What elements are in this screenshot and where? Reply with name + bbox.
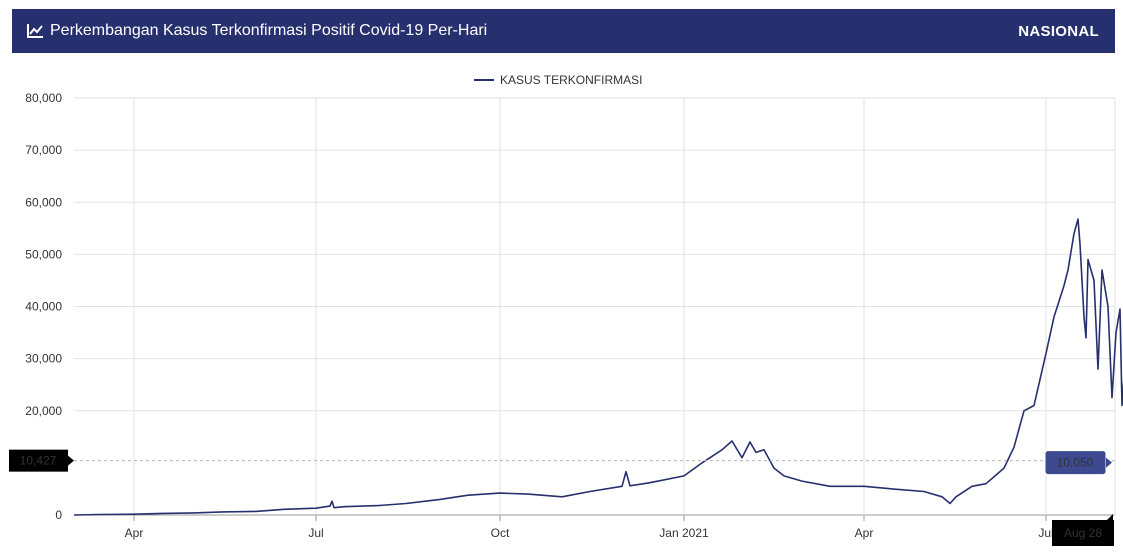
chart-header: Perkembangan Kasus Terkonfirmasi Positif…	[12, 9, 1115, 53]
x-tick-label: Jan 2021	[659, 526, 709, 540]
y-tick-label: 60,000	[25, 195, 62, 209]
tooltip-pointer	[1106, 457, 1112, 468]
crosshair-x-text: Aug 28	[1064, 526, 1102, 540]
region-label[interactable]: NASIONAL	[1018, 22, 1099, 40]
y-tick-label: 30,000	[25, 352, 62, 366]
crosshair-x-label: Aug 28	[1052, 514, 1114, 546]
crosshair-x-box	[1052, 520, 1114, 546]
x-tick-label: Jul	[308, 526, 323, 540]
y-tick-label: 80,000	[25, 91, 62, 105]
header-title-text: Perkembangan Kasus Terkonfirmasi Positif…	[50, 22, 488, 39]
x-tick-label: Apr	[125, 526, 144, 540]
crosshair-y-text: 10,427	[20, 454, 57, 468]
series-line	[73, 218, 1123, 516]
y-tick-label: 50,000	[25, 247, 62, 261]
crosshair-y-pointer	[68, 455, 74, 466]
x-tick-label: Jul	[1038, 526, 1053, 540]
tooltip: 10,050	[1044, 450, 1112, 476]
crosshair-x-pointer	[1107, 514, 1113, 520]
legend-label: KASUS TERKONFIRMASI	[500, 73, 642, 87]
y-tick-label: 40,000	[25, 300, 62, 314]
x-tick-label: Apr	[855, 526, 874, 540]
crosshair-y-label: 10,427	[9, 449, 74, 472]
tooltip-text: 10,050	[1057, 456, 1094, 470]
y-tick-label: 70,000	[25, 143, 62, 157]
x-tick-label: Oct	[491, 526, 510, 540]
y-tick-label: 0	[55, 508, 62, 522]
header-title: Perkembangan Kasus Terkonfirmasi Positif…	[26, 9, 487, 53]
line-chart-icon	[27, 24, 43, 38]
crosshair-y-box	[9, 449, 68, 472]
y-tick-label: 20,000	[25, 404, 62, 418]
legend: KASUS TERKONFIRMASI	[474, 73, 642, 87]
